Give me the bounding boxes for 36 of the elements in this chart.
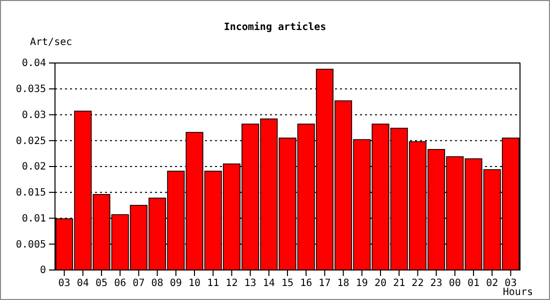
y-axis-title: Art/sec	[30, 37, 72, 48]
y-tick-label: 0.025	[16, 136, 46, 147]
x-tick-label: 08	[151, 278, 164, 290]
y-tick-label: 0.005	[16, 239, 46, 250]
y-tick-label: 0.03	[22, 110, 46, 121]
y-tick-label: 0.02	[22, 162, 46, 173]
x-tick-label: 03	[58, 278, 70, 290]
x-tick-label: 04	[76, 278, 89, 290]
x-tick-label: 00	[448, 278, 461, 290]
x-tick-label: 16	[300, 278, 312, 290]
chart-title: Incoming articles	[224, 21, 326, 33]
x-tick-label: 19	[356, 278, 368, 290]
y-tick-label: 0	[40, 265, 46, 276]
x-tick-label: 13	[244, 278, 256, 290]
x-tick-label: 11	[207, 278, 220, 290]
x-tick-label: 20	[374, 278, 387, 290]
x-tick-label: 22	[412, 278, 424, 290]
x-tick-label: 21	[393, 278, 406, 290]
x-axis-title: Hours	[502, 287, 533, 298]
x-tick-label: 02	[486, 278, 498, 290]
y-tick-label: 0.015	[16, 188, 46, 199]
x-tick-label: 01	[467, 278, 480, 290]
x-tick-label: 05	[95, 278, 108, 290]
y-tick-label: 0.04	[22, 58, 46, 70]
x-tick-label: 17	[318, 278, 331, 290]
x-tick-label: 14	[262, 278, 275, 290]
x-tick-label: 07	[132, 278, 145, 290]
x-tick-label: 09	[170, 278, 182, 290]
y-tick-label: 0.01	[22, 213, 46, 224]
x-tick-label: 23	[430, 278, 442, 290]
x-tick-label: 10	[188, 278, 201, 290]
x-tick-label: 18	[337, 278, 350, 290]
x-tick-label: 15	[281, 278, 294, 290]
x-tick-label: 06	[114, 278, 126, 290]
x-tick-label: 12	[226, 278, 238, 290]
y-tick-label: 0.035	[16, 84, 46, 96]
